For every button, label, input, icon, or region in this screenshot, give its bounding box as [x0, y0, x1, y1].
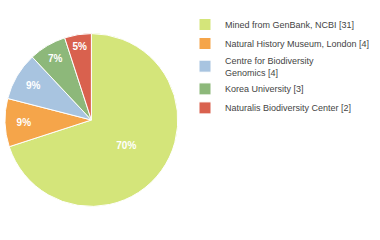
svg-text:5%: 5% — [72, 41, 87, 52]
svg-text:9%: 9% — [26, 80, 41, 91]
svg-text:Natural History Museum, London: Natural History Museum, London [4] — [225, 39, 369, 49]
svg-text:7%: 7% — [48, 53, 63, 64]
svg-text:Centre for BiodiversityGenomic: Centre for BiodiversityGenomics [4] — [225, 56, 314, 78]
svg-text:Mined from GenBank, NCBI [31]: Mined from GenBank, NCBI [31] — [225, 20, 354, 30]
svg-text:Korea University [3]: Korea University [3] — [225, 84, 304, 94]
svg-text:Naturalis Biodiversity Center: Naturalis Biodiversity Center [2] — [225, 103, 351, 113]
svg-text:70%: 70% — [116, 140, 136, 151]
svg-text:9%: 9% — [17, 117, 32, 128]
